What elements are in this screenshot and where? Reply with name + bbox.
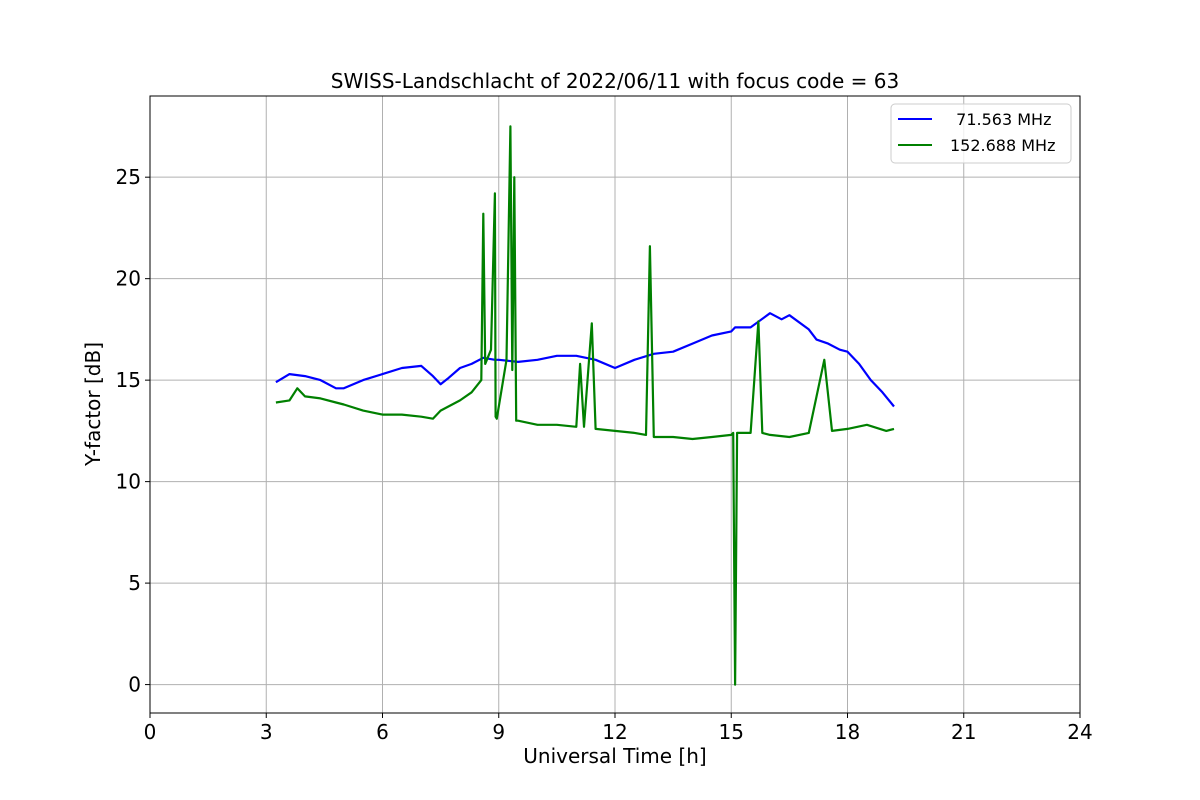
- x-tick-label: 12: [602, 720, 627, 744]
- y-tick-label: 25: [116, 165, 141, 189]
- axis-ticks: 0 3 6 9 12 15 18 21 24 0 5 10 15 20 25: [116, 165, 1093, 744]
- x-tick-label: 21: [951, 720, 976, 744]
- x-axis-label: Universal Time [h]: [523, 744, 706, 768]
- series-line-1: [275, 125, 895, 686]
- y-tick-label: 15: [116, 368, 141, 392]
- x-tick-label: 24: [1067, 720, 1092, 744]
- x-tick-label: 15: [719, 720, 744, 744]
- x-tick-label: 3: [260, 720, 273, 744]
- y-tick-label: 10: [116, 470, 141, 494]
- legend-label-152-mhz: 152.688 MHz: [950, 136, 1055, 155]
- series-lines: [275, 125, 895, 686]
- x-tick-label: 0: [144, 720, 157, 744]
- y-tick-label: 0: [128, 673, 141, 697]
- y-axis-label: Y-factor [dB]: [81, 342, 105, 467]
- legend-box: [890, 103, 1072, 164]
- x-tick-label: 18: [835, 720, 860, 744]
- x-tick-label: 9: [492, 720, 505, 744]
- y-tick-label: 5: [128, 571, 141, 595]
- y-tick-label: 20: [116, 267, 141, 291]
- legend: 71.563 MHz 152.688 MHz: [890, 103, 1072, 164]
- chart-title: SWISS-Landschlacht of 2022/06/11 with fo…: [331, 69, 899, 93]
- legend-label-71-mhz: 71.563 MHz: [946, 110, 1051, 129]
- x-tick-label: 6: [376, 720, 389, 744]
- series-line-0: [275, 312, 895, 408]
